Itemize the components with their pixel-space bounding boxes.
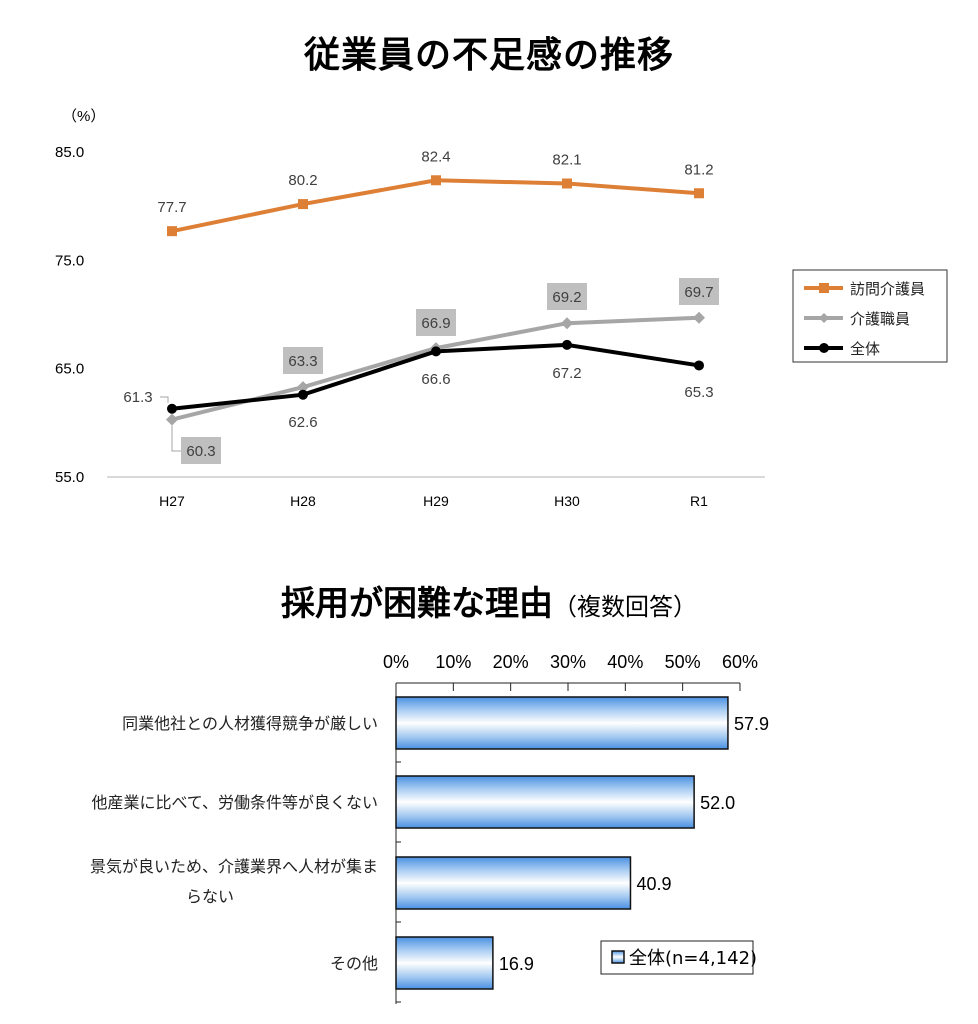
line-chart: （%） 85.0 75.0 65.0 55.0 H27 H28 H29 H30 R1 77.7 80.… xyxy=(55,108,948,509)
legend-marker-circle xyxy=(819,343,829,353)
data-label-homecare: 82.4 xyxy=(421,148,450,165)
data-label-box xyxy=(679,278,719,305)
x-tick-label: 20% xyxy=(493,652,529,672)
data-label-careworker: 69.2 xyxy=(552,289,581,306)
data-label-careworker: 69.7 xyxy=(684,284,713,301)
data-label-homecare: 81.2 xyxy=(684,161,713,178)
legend-label: 訪問介護員 xyxy=(850,280,925,298)
y-tick-label: 55.0 xyxy=(55,469,84,486)
x-tick-label: 40% xyxy=(607,652,643,672)
marker-square xyxy=(562,178,572,189)
data-label-homecare: 80.2 xyxy=(288,172,317,189)
data-label-careworker: 66.9 xyxy=(421,315,450,332)
x-tick-label: H27 xyxy=(159,493,185,509)
y-tick-label: 75.0 xyxy=(55,252,84,269)
leader-line xyxy=(171,425,181,452)
bar-legend-label: 全体(n=4,142) xyxy=(629,948,757,969)
bar xyxy=(395,696,729,750)
legend-label: 全体 xyxy=(850,340,880,358)
marker-square xyxy=(298,199,308,210)
marker-circle xyxy=(167,403,177,414)
marker-circle xyxy=(298,389,308,400)
y-tick-label: 65.0 xyxy=(55,361,84,378)
bar xyxy=(395,856,632,910)
bar-category-label: らない xyxy=(186,887,234,906)
bar-value-label: 40.9 xyxy=(636,874,671,894)
bar-category-label: 景気が良いため、介護業界へ人材が集ま xyxy=(90,857,378,876)
bar-legend-box xyxy=(600,940,754,975)
x-tick-label: 30% xyxy=(550,652,586,672)
marker-diamond xyxy=(561,317,573,330)
marker-circle xyxy=(562,339,572,350)
bar-value-label: 16.9 xyxy=(499,954,534,974)
bar xyxy=(395,936,494,990)
marker-square xyxy=(694,188,704,199)
data-label-homecare: 82.1 xyxy=(552,152,581,169)
data-label-overall: 62.6 xyxy=(288,414,317,431)
bar-category-label: 他産業に比べて、労働条件等が良くない xyxy=(91,793,378,812)
legend-marker-square xyxy=(819,283,829,293)
x-tick-label: 60% xyxy=(722,652,758,672)
line-chart-title: 従業員の不足感の推移 xyxy=(303,35,674,76)
bar-value-label: 57.9 xyxy=(734,714,769,734)
marker-circle xyxy=(694,360,704,371)
marker-diamond xyxy=(297,381,309,394)
bar-chart-title-main: 採用が困難な理由 xyxy=(281,584,553,624)
x-tick-label: 10% xyxy=(435,652,471,672)
x-tick-label: R1 xyxy=(690,493,708,509)
bar-chart-title: 採用が困難な理由（複数回答） xyxy=(0,576,978,625)
bar-value-label: 52.0 xyxy=(700,793,735,813)
data-label-overall: 66.6 xyxy=(421,371,450,388)
data-label-homecare: 77.7 xyxy=(157,199,186,216)
data-label-careworker: 60.3 xyxy=(186,443,215,460)
data-label-box xyxy=(181,437,221,464)
data-label-box xyxy=(283,347,323,374)
bar-chart-subtitle: （複数回答） xyxy=(553,593,697,621)
data-label-overall: 65.3 xyxy=(684,384,713,401)
series-line-0 xyxy=(171,178,700,234)
data-label-box xyxy=(547,283,587,310)
marker-diamond xyxy=(693,311,705,324)
data-label-box xyxy=(416,309,456,336)
legend-marker-diamond xyxy=(819,313,829,323)
marker-square xyxy=(167,226,177,237)
data-label-overall: 67.2 xyxy=(552,365,581,382)
y-axis-unit: （%） xyxy=(62,108,105,125)
x-tick-label: 50% xyxy=(665,652,701,672)
leader-line xyxy=(160,396,169,403)
bar-legend-swatch xyxy=(611,950,625,964)
marker-square xyxy=(431,175,441,186)
legend-label: 介護職員 xyxy=(850,310,910,328)
y-tick-label: 85.0 xyxy=(55,144,84,161)
marker-diamond xyxy=(166,413,178,426)
bar xyxy=(395,775,695,829)
bar-category-label: その他 xyxy=(330,954,378,973)
data-label-overall: 61.3 xyxy=(123,389,152,406)
x-tick-label: H29 xyxy=(423,493,449,509)
marker-circle xyxy=(431,346,441,357)
bar-chart: 0% 10% 20% 30% 40% 50% 60% 57.9 同業他社との人材獲得競争が厳しい… xyxy=(90,652,769,1004)
data-label-careworker: 63.3 xyxy=(288,353,317,370)
x-tick-label: 0% xyxy=(383,652,409,672)
x-tick-label: H28 xyxy=(290,493,316,509)
bar-category-label: 同業他社との人材獲得競争が厳しい xyxy=(122,714,378,733)
x-tick-label: H30 xyxy=(554,493,580,509)
